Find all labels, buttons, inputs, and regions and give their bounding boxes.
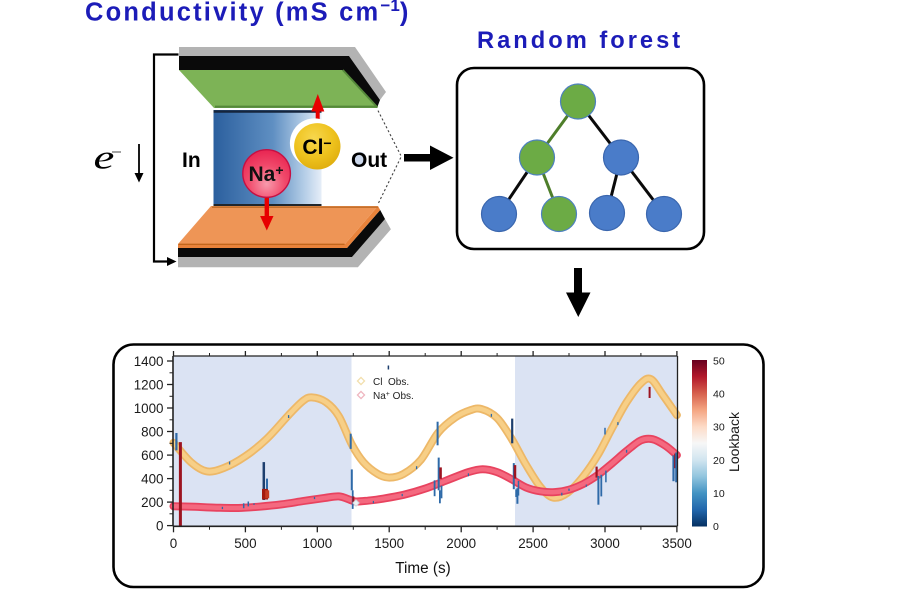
svg-text:3000: 3000	[590, 536, 620, 551]
svg-text:1500: 1500	[374, 536, 404, 551]
svg-text:Cl Obs.: Cl Obs.	[373, 377, 409, 388]
svg-text:800: 800	[141, 424, 163, 439]
svg-text:Lookback: Lookback	[726, 411, 742, 472]
svg-text:0: 0	[156, 518, 163, 533]
svg-text:0: 0	[713, 521, 719, 533]
svg-text:2000: 2000	[446, 536, 476, 551]
svg-text:Conductivity (mS cm−1): Conductivity (mS cm−1)	[85, 0, 408, 27]
svg-text:600: 600	[141, 448, 163, 463]
svg-text:40: 40	[713, 389, 725, 401]
svg-text:1000: 1000	[302, 536, 332, 551]
svg-text:400: 400	[141, 471, 163, 486]
svg-text:50: 50	[713, 355, 725, 367]
svg-text:Out: Out	[351, 149, 387, 172]
svg-text:3500: 3500	[662, 536, 692, 551]
svg-text:200: 200	[141, 495, 163, 510]
svg-text:Time (s): Time (s)	[395, 560, 451, 577]
svg-text:Na+ Obs.: Na+ Obs.	[373, 391, 414, 402]
svg-text:500: 500	[234, 536, 256, 551]
svg-text:0: 0	[170, 536, 177, 551]
svg-text:10: 10	[713, 488, 725, 500]
svg-text:1000: 1000	[134, 401, 164, 416]
svg-text:e: e	[94, 138, 115, 176]
svg-text:30: 30	[713, 422, 725, 434]
svg-text:2500: 2500	[518, 536, 548, 551]
svg-text:1400: 1400	[134, 354, 164, 369]
svg-text:In: In	[182, 149, 201, 172]
svg-text:20: 20	[713, 455, 725, 467]
svg-text:Random forest: Random forest	[477, 28, 683, 54]
svg-text:1200: 1200	[134, 377, 164, 392]
